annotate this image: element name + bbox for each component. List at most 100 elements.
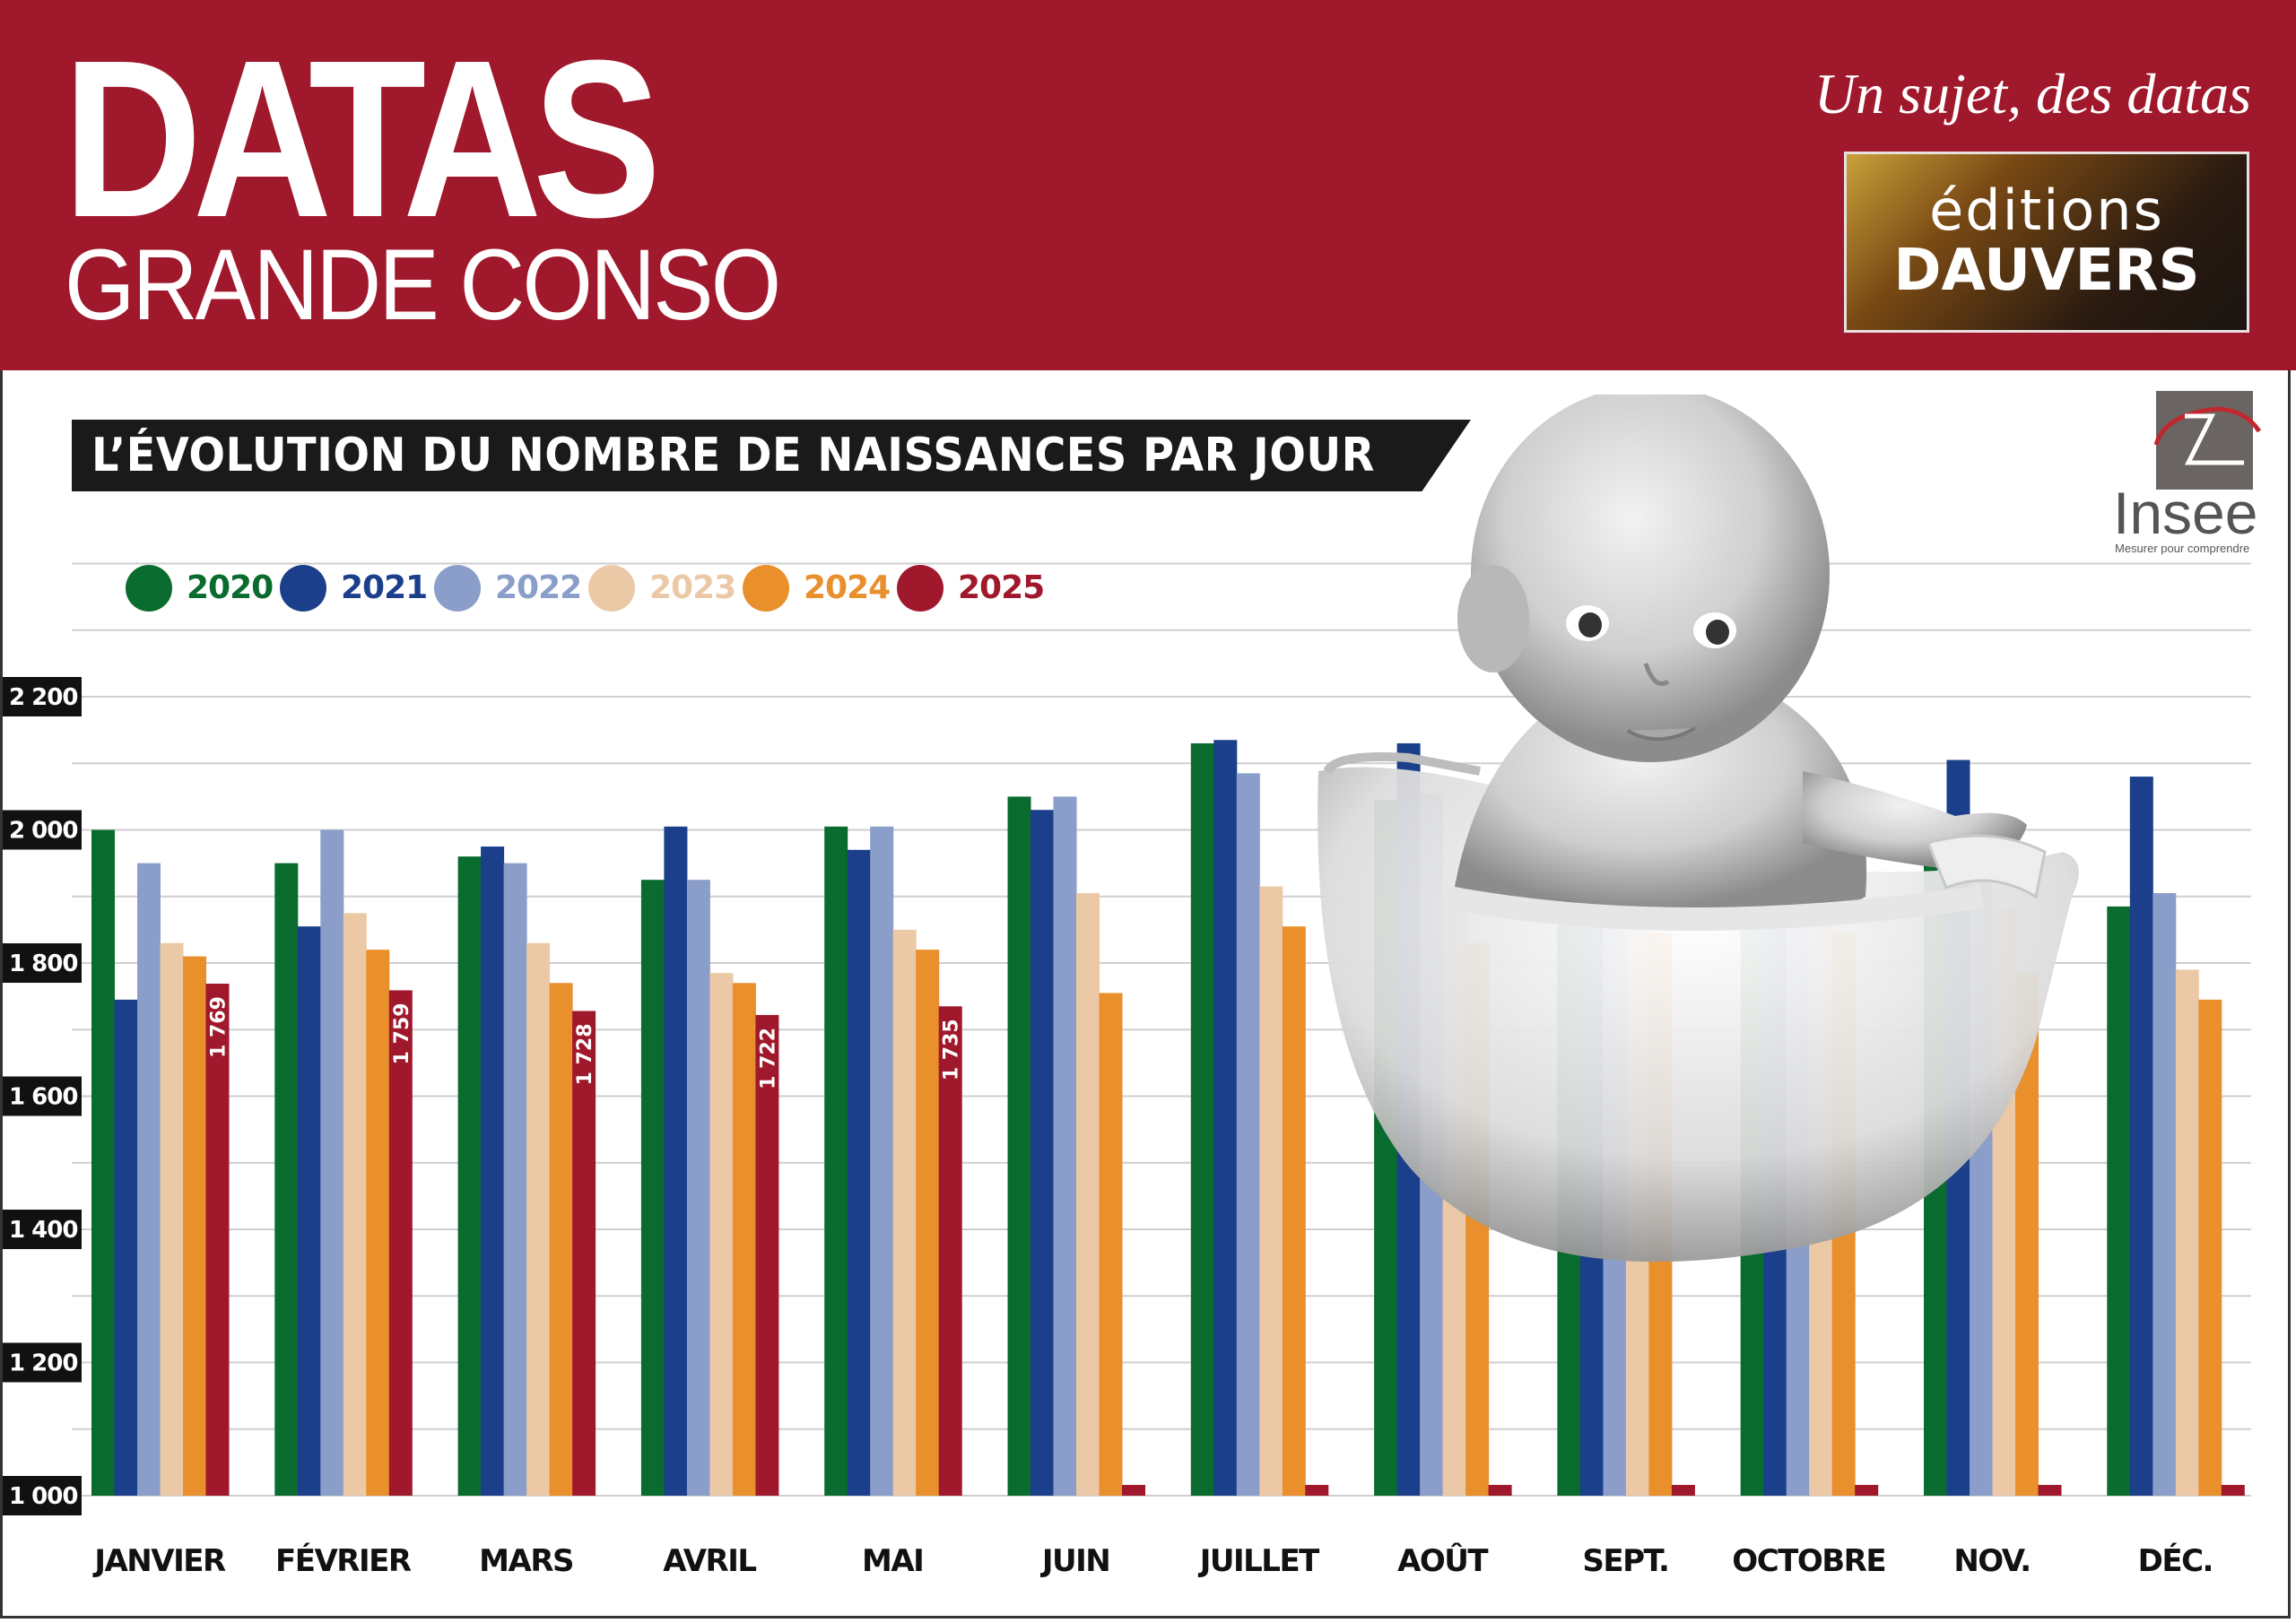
legend-swatch (280, 565, 326, 612)
data-label: 1 769 (208, 996, 230, 1058)
bar-2025 (388, 990, 413, 1496)
tagline: Un sujet, des datas (1813, 62, 2251, 126)
bar-2024 (1099, 993, 1123, 1496)
bar-2021 (1031, 810, 1054, 1496)
y-tick-label: 1 800 (9, 950, 77, 977)
publisher-logo: éditions DAUVERS (1844, 152, 2249, 333)
bar-2021 (664, 826, 688, 1496)
insee-tagline: Mesurer pour comprendre (2115, 542, 2250, 555)
bar-2023 (2175, 969, 2199, 1496)
legend-swatch (434, 565, 481, 612)
chart-title: L’ÉVOLUTION DU NOMBRE DE NAISSANCES PAR … (91, 429, 1375, 482)
brand-title: DATAS (63, 13, 661, 264)
bar-2022 (137, 863, 161, 1496)
y-tick-label-bg (3, 943, 82, 983)
y-tick-label-bg (3, 1076, 82, 1116)
bar-2021 (481, 846, 505, 1496)
bar-2021 (1213, 740, 1238, 1496)
x-tick-label: AOÛT (1397, 1542, 1489, 1579)
bar-2025 (938, 1006, 962, 1496)
bar-2024 (183, 956, 206, 1496)
legend-swatch (897, 565, 944, 612)
y-tick-label-bg (3, 1476, 82, 1515)
x-tick-label: AVRIL (663, 1543, 756, 1579)
bar-placeholder-2025 (1305, 1485, 1329, 1496)
bar-2023 (1259, 886, 1283, 1496)
bar-2024 (732, 983, 756, 1496)
bar-2024 (1282, 926, 1306, 1496)
bar-2022 (1236, 773, 1260, 1496)
y-tick-label: 1 000 (9, 1483, 77, 1510)
bar-2024 (916, 950, 940, 1496)
publisher-logo-line2: DAUVERS (1893, 238, 2200, 304)
bar-2023 (709, 973, 734, 1496)
bar-2020 (640, 880, 665, 1496)
bar-2025 (572, 1011, 596, 1496)
x-tick-label: DÉC. (2138, 1542, 2213, 1579)
bar-2020 (2107, 906, 2131, 1496)
x-tick-label: SEPT. (1582, 1543, 1668, 1579)
bar-2025 (755, 1014, 779, 1496)
insee-name: Insee (2113, 480, 2258, 546)
bar-2022 (870, 826, 894, 1496)
legend-swatch (743, 565, 789, 612)
bar-2020 (457, 856, 482, 1496)
baby-illustration (1318, 395, 2079, 1263)
insee-logo: Insee Mesurer pour comprendre (2104, 391, 2262, 555)
bar-placeholder-2025 (1122, 1485, 1145, 1496)
bar-2023 (1076, 893, 1100, 1496)
x-tick-label: JUILLET (1198, 1543, 1320, 1579)
legend-label: 2021 (341, 569, 428, 606)
y-tick-label-bg (3, 1210, 82, 1249)
legend-swatch (126, 565, 172, 612)
bar-2025 (205, 984, 230, 1496)
y-tick-label-bg (3, 1342, 82, 1383)
bar-2023 (526, 942, 551, 1496)
x-tick-label: OCTOBRE (1732, 1543, 1885, 1579)
bar-2023 (343, 913, 367, 1496)
data-label: 1 722 (757, 1028, 779, 1089)
y-tick-label: 1 400 (9, 1217, 77, 1244)
bar-2022 (1053, 796, 1077, 1496)
bar-2022 (686, 880, 710, 1496)
bar-placeholder-2025 (1855, 1485, 1879, 1496)
bar-2022 (503, 863, 527, 1496)
y-tick-label: 1 200 (9, 1350, 77, 1377)
y-tick-label: 2 000 (9, 818, 77, 845)
chart-labels: 1 000 1 200 1 400 1 600 1 800 2 000 2 200 1 769… (3, 677, 2213, 1579)
bar-2020 (1190, 742, 1214, 1496)
chart-title-bar: L’ÉVOLUTION DU NOMBRE DE NAISSANCES PAR … (72, 420, 1471, 491)
bar-2021 (847, 849, 871, 1496)
bar-placeholder-2025 (2038, 1485, 2062, 1496)
publisher-logo-line1: éditions (1929, 178, 2164, 243)
x-tick-label: JUIN (1040, 1543, 1109, 1579)
y-tick-label: 1 600 (9, 1084, 77, 1111)
data-label: 1 728 (574, 1023, 596, 1085)
data-label: 1 735 (941, 1019, 963, 1081)
bar-2020 (91, 829, 115, 1496)
bar-2024 (366, 950, 390, 1496)
bar-2024 (2198, 999, 2222, 1496)
bar-placeholder-2025 (1488, 1485, 1512, 1496)
bar-2021 (2129, 777, 2153, 1496)
legend-label: 2020 (187, 569, 274, 606)
bar-placeholder-2025 (2221, 1485, 2245, 1496)
bar-2024 (549, 983, 573, 1496)
header-banner: DATAS GRANDE CONSO Un sujet, des datas é… (0, 0, 2296, 370)
brand-subtitle: GRANDE CONSO (65, 229, 781, 341)
bar-2020 (1007, 796, 1031, 1496)
bar-2022 (320, 829, 344, 1496)
y-tick-label: 2 200 (9, 684, 77, 711)
bar-2020 (824, 826, 848, 1496)
legend-label: 2023 (649, 569, 736, 606)
x-tick-label: JANVIER (92, 1543, 226, 1579)
bar-2021 (297, 926, 321, 1496)
x-tick-label: MAI (862, 1543, 923, 1579)
legend-label: 2024 (804, 569, 891, 606)
bar-2022 (2152, 893, 2177, 1496)
x-tick-label: FÉVRIER (275, 1542, 412, 1579)
bar-2021 (114, 999, 138, 1496)
bar-2023 (160, 942, 184, 1496)
legend-label: 2025 (958, 569, 1045, 606)
x-tick-label: NOV. (1953, 1543, 2030, 1579)
